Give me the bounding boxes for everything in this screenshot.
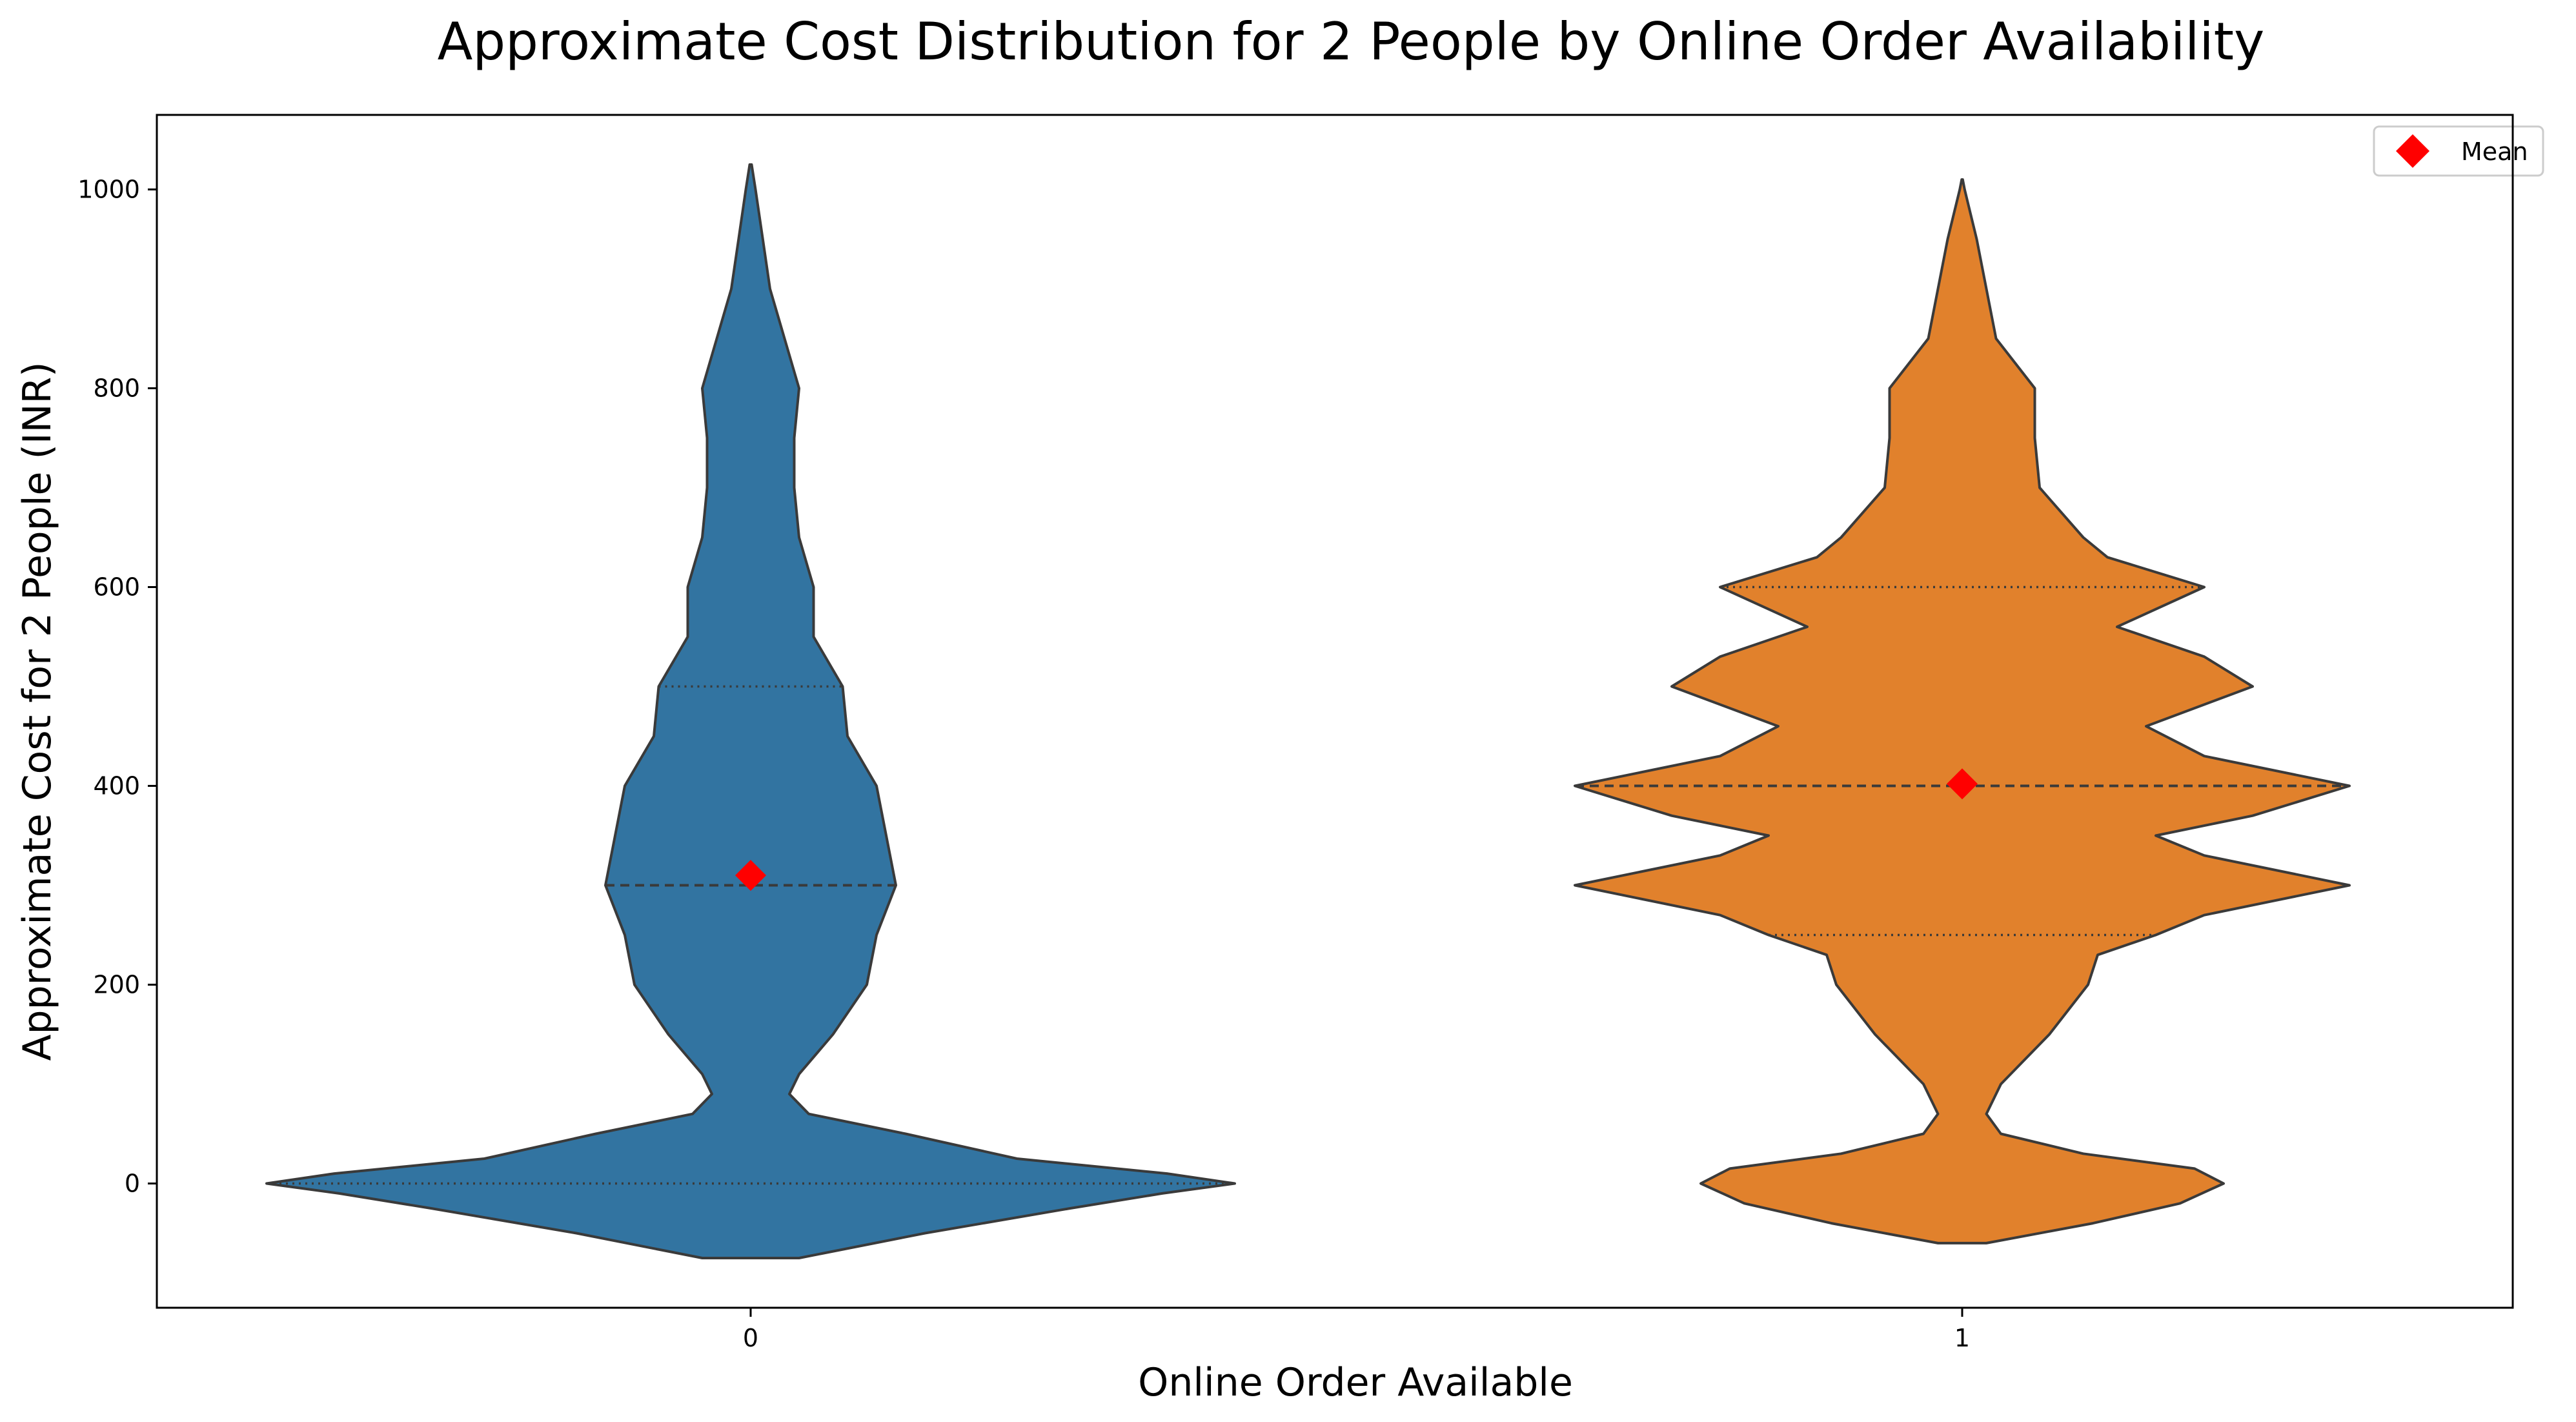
violin-body-0 <box>265 163 1236 1259</box>
x-tick-label: 1 <box>1954 1324 1970 1352</box>
mean-marker-1 <box>1947 768 1978 800</box>
y-tick-label: 600 <box>93 573 140 602</box>
y-tick-label: 800 <box>93 374 140 403</box>
y-tick-label: 0 <box>125 1170 140 1198</box>
y-axis-label: Approximate Cost for 2 People (INR) <box>15 361 60 1061</box>
legend-mean-marker <box>2396 134 2429 168</box>
legend: Mean <box>2373 125 2544 177</box>
y-axis: 0 200 400 600 800 1000 <box>77 176 157 1198</box>
y-tick-label: 200 <box>93 971 140 999</box>
plot-area <box>265 163 2351 1259</box>
y-tick-label: 1000 <box>77 176 140 204</box>
y-tick-label: 400 <box>93 772 140 800</box>
plot-frame <box>156 114 2514 1309</box>
x-tick-label: 0 <box>743 1324 758 1352</box>
x-axis-label: Online Order Available <box>1138 1360 1573 1405</box>
chart-title: Approximate Cost Distribution for 2 Peop… <box>438 12 2265 72</box>
mean-marker-0 <box>735 860 766 891</box>
legend-label: Mean <box>2461 137 2528 166</box>
violin-body-1 <box>1574 178 2351 1244</box>
